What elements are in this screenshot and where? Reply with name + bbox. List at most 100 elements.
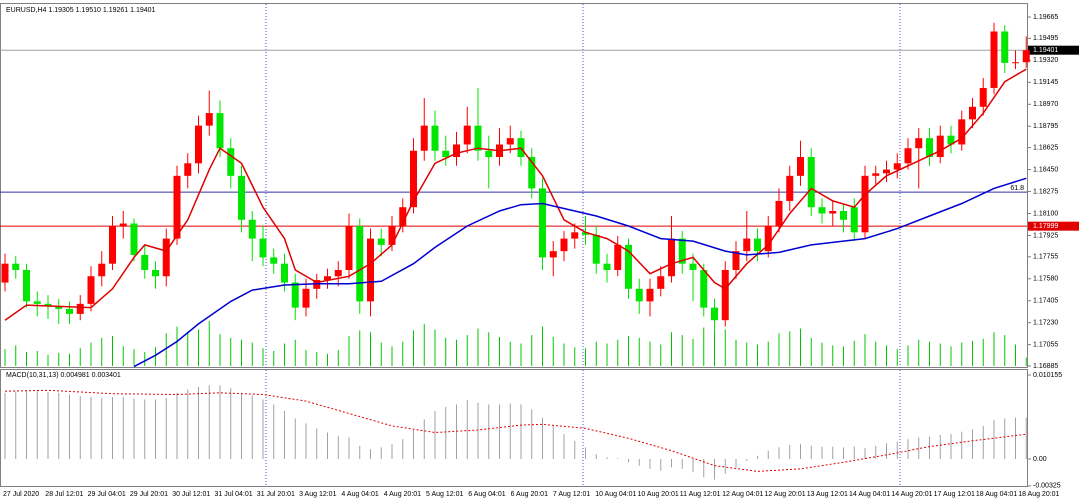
candle-body — [678, 238, 686, 264]
price-label-box — [1028, 221, 1079, 231]
candle-body — [474, 125, 482, 151]
x-tick-label: 17 Aug 12:01 — [934, 491, 975, 498]
candle-body — [195, 125, 202, 164]
chart-title: EURUSD,H4 1.19305 1.19510 1.19261 1.1940… — [6, 7, 156, 14]
candle-body — [1, 263, 9, 283]
candle-body — [850, 207, 858, 233]
candle-body — [1022, 50, 1030, 63]
candle-body — [754, 238, 761, 252]
candle-body — [152, 269, 159, 277]
candle-body — [270, 257, 278, 264]
candle-body — [367, 238, 374, 302]
x-tick-label: 14 Aug 04:01 — [849, 491, 890, 498]
y-tick-label: 1.17230 — [1033, 320, 1058, 327]
candle-body — [291, 282, 299, 308]
candle-body — [807, 157, 815, 208]
y-tick-label: 1.17055 — [1033, 342, 1058, 349]
candle-body — [947, 135, 955, 145]
candle-body — [87, 276, 95, 304]
y-tick-label: 1.19495 — [1033, 35, 1058, 42]
candle-body — [635, 288, 643, 302]
candle-body — [377, 238, 385, 245]
candle-body — [915, 138, 923, 149]
x-tick-label: 30 Jul 12:01 — [172, 491, 210, 498]
candle-body — [689, 263, 697, 270]
y-tick-label: 1.18450 — [1033, 166, 1058, 173]
candle-body — [281, 263, 288, 283]
candle-body — [668, 238, 675, 277]
x-tick-label: 6 Aug 04:01 — [468, 491, 505, 498]
candle-body — [646, 288, 654, 302]
candle-body — [700, 269, 708, 308]
x-tick-label: 6 Aug 20:01 — [511, 491, 548, 498]
candle-body — [23, 269, 30, 302]
candle-body — [614, 244, 622, 270]
x-tick-label: 18 Aug 04:01 — [976, 491, 1017, 498]
y-tick-label: 1.17755 — [1033, 254, 1058, 261]
y-tick-label: 1.19320 — [1033, 57, 1058, 64]
candle-body — [560, 238, 568, 252]
x-tick-label: 27 Jul 2020 — [3, 491, 39, 498]
candle-body — [764, 226, 772, 252]
x-tick-label: 29 Jul 20:01 — [130, 491, 168, 498]
candle-body — [442, 150, 450, 158]
candle-body — [205, 113, 213, 126]
moving-average — [133, 177, 1027, 368]
candle-body — [571, 232, 579, 239]
candle-body — [162, 238, 170, 277]
y-tick-label: 1.18970 — [1033, 101, 1058, 108]
macd-signal — [4, 389, 1027, 472]
candle-body — [625, 244, 632, 289]
candle-body — [797, 157, 804, 176]
x-tick-label: 10 Aug 04:01 — [595, 491, 636, 498]
candle-body — [141, 254, 149, 270]
candle-body — [259, 238, 267, 258]
candle-body — [721, 269, 729, 321]
candle-body — [732, 251, 740, 270]
candle-body — [818, 207, 826, 214]
candle-body — [829, 210, 837, 214]
candle-body — [539, 188, 546, 258]
candle-body — [130, 223, 138, 255]
candle-body — [453, 144, 460, 158]
candle-body — [861, 175, 869, 233]
candle-body — [603, 263, 611, 270]
candle-body — [248, 219, 256, 239]
candle-body — [216, 113, 224, 149]
moving-average — [4, 68, 1027, 321]
x-tick-label: 28 Jul 12:01 — [45, 491, 83, 498]
candle-body — [388, 226, 396, 245]
candle-body — [936, 135, 944, 158]
candle-body — [969, 106, 976, 120]
candle-body — [1012, 62, 1019, 64]
fib-label: 61.8 — [1010, 185, 1024, 192]
x-tick-label: 12 Aug 20:01 — [764, 491, 805, 498]
candle-body — [506, 138, 514, 145]
candle-body — [119, 223, 127, 227]
candle-body — [12, 263, 20, 270]
candle-body — [399, 207, 407, 227]
x-tick-label: 4 Aug 04:01 — [341, 491, 378, 498]
candle-body — [872, 173, 880, 176]
candle-body — [227, 148, 235, 176]
candle-body — [485, 150, 493, 158]
candle-body — [990, 31, 998, 88]
x-tick-label: 14 Aug 20:01 — [891, 491, 932, 498]
x-tick-label: 29 Jul 04:01 — [88, 491, 126, 498]
candle-body — [979, 87, 987, 107]
candle-body — [743, 238, 751, 252]
candle-body — [711, 307, 718, 321]
x-tick-label: 31 Jul 20:01 — [257, 491, 295, 498]
candle-body — [926, 138, 933, 158]
price-label: 1.17999 — [1033, 223, 1058, 230]
candle-body — [775, 200, 783, 227]
candle-body — [345, 226, 353, 270]
x-tick-label: 18 Aug 20:01 — [1018, 491, 1059, 498]
candle-body — [582, 232, 589, 235]
candle-body — [893, 163, 901, 170]
candle-body — [44, 303, 52, 307]
y-tick-label: 1.18795 — [1033, 123, 1058, 130]
candle-body — [184, 163, 192, 176]
candle-body — [98, 263, 106, 277]
x-tick-label: 31 Jul 04:01 — [215, 491, 253, 498]
